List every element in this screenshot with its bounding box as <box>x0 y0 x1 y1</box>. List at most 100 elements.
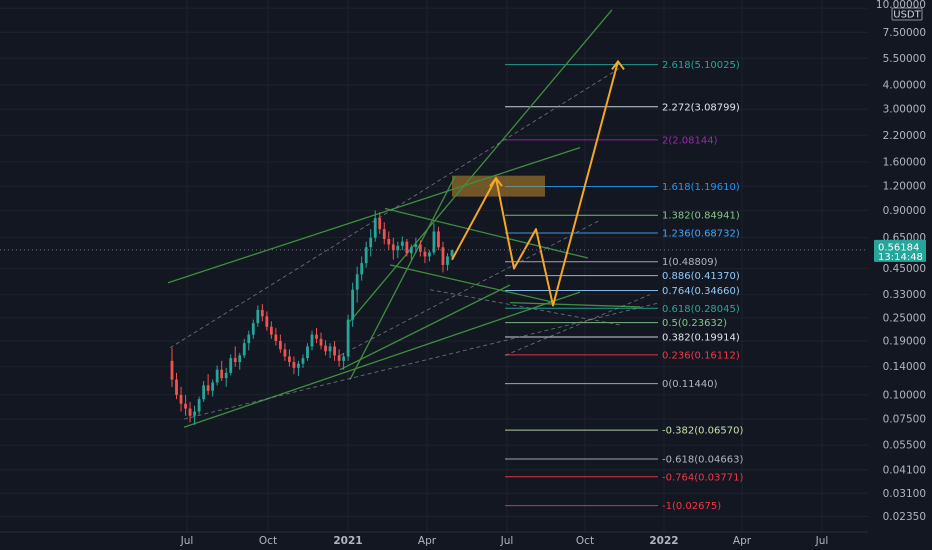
candle-body <box>396 245 400 251</box>
candle-body <box>378 218 382 230</box>
candle-body <box>197 399 201 412</box>
candle-body <box>441 247 445 265</box>
candle-body <box>432 231 436 253</box>
projection-path <box>451 61 619 307</box>
candle-body <box>306 346 309 359</box>
candle-body <box>297 363 300 368</box>
fib-level-label: 2.618(5.10025) <box>662 60 740 71</box>
candle-body <box>360 263 364 275</box>
y-tick-label: 0.03100 <box>883 488 926 500</box>
candle-body <box>405 241 409 254</box>
trend-channels <box>167 9 661 428</box>
fib-level-label: 2(2.08144) <box>662 135 718 146</box>
last-price-value: 0.56184 <box>878 242 919 253</box>
y-tick-label: 0.07500 <box>883 414 926 426</box>
candle-body <box>188 408 192 416</box>
trendline <box>183 291 581 428</box>
candle-body <box>184 403 187 409</box>
candle-body <box>269 326 273 335</box>
y-tick-label: 0.90000 <box>883 205 926 217</box>
trendline <box>509 301 641 308</box>
fib-retracement: 2.618(5.10025) 2.272(3.08799) 2(2.08144) 1.… <box>505 60 743 512</box>
x-tick-label: Oct <box>576 535 594 547</box>
quote-symbol: USDT <box>893 10 921 21</box>
candle-body <box>292 361 296 368</box>
fib-level-label: -0.764(0.03771) <box>662 472 743 483</box>
candle-body <box>229 358 233 373</box>
candle-body <box>242 343 246 356</box>
fib-level-label: 0.236(0.16112) <box>662 350 740 361</box>
y-tick-label: 0.19000 <box>883 335 926 347</box>
candle-body <box>364 247 368 264</box>
price-axis: 7.50000 5.50000 4.00000 3.00000 2.20000 1.600… <box>868 0 932 550</box>
candle-body <box>179 394 183 404</box>
candle-body <box>337 355 341 361</box>
y-tick-label: 4.00000 <box>883 80 926 92</box>
y-tick-label: 10.00000 <box>876 0 926 11</box>
x-tick-label: Apr <box>418 535 437 547</box>
last-price-countdown: 13:14:48 <box>878 252 923 263</box>
trendline <box>389 264 556 304</box>
fib-level-label: 1.618(1.19610) <box>662 182 740 193</box>
dashed-trendline <box>504 294 651 356</box>
candle-body <box>260 309 264 317</box>
candle-body <box>333 346 336 356</box>
candle-body <box>202 385 206 400</box>
time-axis: Jul Oct 2021 Apr Jul Oct 2022 Apr Jul <box>0 531 868 547</box>
fib-level-label: 0.382(0.19914) <box>662 333 740 344</box>
fib-level-label: 0.764(0.34660) <box>662 286 740 297</box>
projection-arrowhead <box>611 59 625 71</box>
y-tick-label: 3.00000 <box>883 104 926 116</box>
candle-body <box>251 323 255 335</box>
y-tick-label: 5.50000 <box>883 53 926 65</box>
candle-body <box>278 340 282 350</box>
y-tick-label: 0.33000 <box>883 289 926 301</box>
y-tick-label: 1.20000 <box>883 181 926 193</box>
fib-level-label: 0.618(0.28045) <box>662 304 740 315</box>
candle-body <box>342 356 346 361</box>
candle-body <box>346 319 350 357</box>
fib-level-label: -1(0.02675) <box>662 501 721 512</box>
trendline <box>339 284 511 371</box>
candle-body <box>283 349 287 357</box>
candle-body <box>256 309 260 324</box>
trendline <box>167 146 581 284</box>
candle-body <box>310 334 314 347</box>
y-tick-label: 0.25000 <box>883 312 926 324</box>
y-tick-label: 0.04100 <box>883 464 926 476</box>
candle-body <box>288 356 291 362</box>
candle-body <box>170 360 174 380</box>
candle-body <box>391 244 395 251</box>
candle-body <box>175 379 178 395</box>
y-tick-label: 0.05500 <box>883 440 926 452</box>
candle-body <box>400 241 404 246</box>
candle-body <box>369 237 373 248</box>
candle-body <box>233 358 237 362</box>
x-tick-label: Jul <box>815 535 829 547</box>
candle-body <box>224 372 228 379</box>
y-tick-label: 0.14000 <box>883 361 926 373</box>
fib-level-label: 0(0.11440) <box>662 379 718 390</box>
x-tick-label: 2021 <box>333 535 362 547</box>
candle-body <box>351 289 355 320</box>
trendline <box>349 175 456 380</box>
candle-body <box>324 345 327 352</box>
x-tick-label: Jul <box>500 535 514 547</box>
fib-level-label: 1.382(0.84941) <box>662 211 740 222</box>
candle-body <box>265 316 269 327</box>
y-tick-label: 0.10000 <box>883 389 926 401</box>
candle-body <box>423 251 427 257</box>
candle-body <box>446 256 449 265</box>
projection-arrowhead <box>489 176 503 187</box>
price-axis-bg <box>868 0 932 550</box>
y-tick-label: 0.02350 <box>883 511 926 523</box>
fib-level-label: 0.5(0.23632) <box>662 318 727 329</box>
candle-body <box>193 411 196 416</box>
candle-body <box>387 238 391 245</box>
trendline <box>384 207 589 259</box>
candle-body <box>211 382 215 391</box>
dashed-trendline <box>169 67 621 349</box>
y-tick-label: 2.20000 <box>883 130 926 142</box>
candle-body <box>418 244 422 252</box>
